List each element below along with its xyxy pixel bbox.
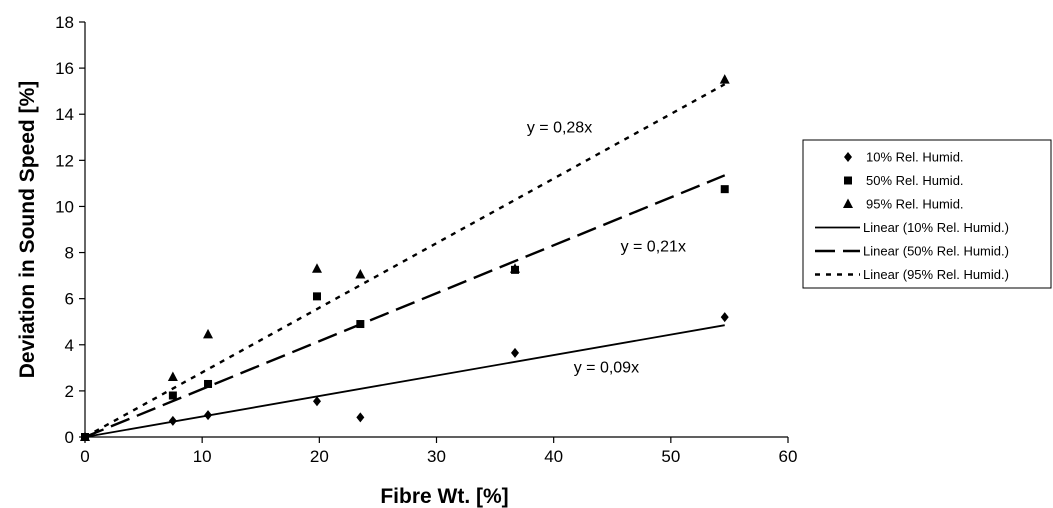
legend-marker-square xyxy=(844,176,852,185)
equation-labels: y = 0,09x y = 0,21x y = 0,28x xyxy=(527,120,686,377)
x-tick-label: 30 xyxy=(427,447,446,466)
y-tick-label: 0 xyxy=(65,428,74,447)
x-tick-label: 20 xyxy=(310,447,329,466)
legend-marker-diamond xyxy=(844,152,852,162)
point-triangle xyxy=(80,431,90,441)
equation-label-1: y = 0,09x xyxy=(574,359,639,376)
legend-label: Linear (10% Rel. Humid.) xyxy=(863,220,1009,235)
axes: 0 2 4 6 8 10 12 14 16 18 0 10 20 30 40 50 60 Fibre Wt. [%… xyxy=(16,13,797,508)
equation-label-3: y = 0,28x xyxy=(527,120,592,137)
data-points xyxy=(80,74,730,442)
y-axis-title: Deviation in Sound Speed [%] xyxy=(16,81,39,379)
trendline-2 xyxy=(84,174,726,439)
point-triangle xyxy=(719,74,730,84)
y-tick-label: 18 xyxy=(55,13,74,32)
point-triangle xyxy=(311,263,322,273)
y-tick-label: 10 xyxy=(55,197,74,216)
point-triangle xyxy=(167,371,178,382)
point-square xyxy=(356,320,365,329)
legend-label: Linear (50% Rel. Humid.) xyxy=(863,244,1009,259)
point-diamond xyxy=(204,410,213,421)
point-square xyxy=(720,185,729,194)
y-tick-label: 2 xyxy=(65,382,74,401)
legend-box xyxy=(802,139,1052,289)
y-tick-label: 6 xyxy=(65,290,74,309)
y-tick-label: 8 xyxy=(65,244,74,263)
legend-marker-triangle xyxy=(843,198,853,208)
legend-label: 50% Rel. Humid. xyxy=(866,173,964,188)
point-diamond xyxy=(720,312,729,323)
point-square xyxy=(168,391,177,400)
x-tick-label: 40 xyxy=(544,447,563,466)
legend: 10% Rel. Humid. 50% Rel. Humid. 95% Rel. H… xyxy=(802,139,1052,289)
point-triangle xyxy=(355,268,366,279)
y-tick-label: 14 xyxy=(55,105,74,124)
point-triangle xyxy=(203,328,214,339)
y-tick-label: 16 xyxy=(55,59,74,78)
x-tick-label: 10 xyxy=(193,447,212,466)
point-diamond xyxy=(511,347,520,358)
legend-label: Linear (95% Rel. Humid.) xyxy=(863,267,1009,282)
legend-label: 95% Rel. Humid. xyxy=(866,197,964,212)
point-diamond xyxy=(168,415,177,426)
point-square xyxy=(312,292,321,301)
point-triangle xyxy=(510,263,521,273)
y-tick-label: 12 xyxy=(55,151,74,170)
x-axis-title: Fibre Wt. [%] xyxy=(380,485,508,508)
point-square xyxy=(204,379,213,388)
point-diamond xyxy=(356,412,365,423)
x-tick-label: 50 xyxy=(661,447,680,466)
point-diamond xyxy=(312,396,321,407)
trendline-1 xyxy=(84,324,725,438)
x-tick-label: 0 xyxy=(80,447,89,466)
legend-label: 10% Rel. Humid. xyxy=(866,150,964,165)
equation-label-2: y = 0,21x xyxy=(621,238,686,255)
trendline-3 xyxy=(84,83,726,439)
x-tick-label: 60 xyxy=(779,447,798,466)
y-tick-label: 4 xyxy=(65,336,74,355)
trendlines xyxy=(84,83,726,439)
